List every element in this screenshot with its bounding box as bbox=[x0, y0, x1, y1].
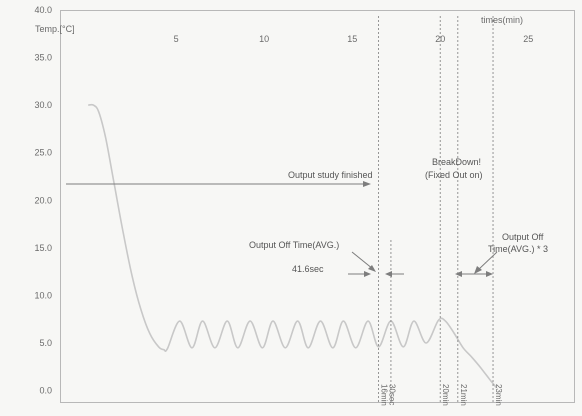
off-time-avg-arrow bbox=[351, 251, 374, 270]
x-tick-labels: 5 10 15 20 25 bbox=[174, 34, 534, 44]
x-tick-label: 20 bbox=[435, 34, 445, 44]
off-time-avg3-line-2: Time(AVG.) * 3 bbox=[488, 244, 548, 254]
off-time-avg-arrowhead bbox=[368, 265, 376, 272]
x-tick-label: 5 bbox=[174, 34, 179, 44]
x-tick-label: 10 bbox=[259, 34, 269, 44]
breakdown-label: BreakDown! (Fixed Out on) bbox=[425, 157, 484, 180]
y-tick-label: 35.0 bbox=[34, 53, 52, 63]
y-tick-label: 30.0 bbox=[34, 100, 52, 110]
off-time-avg3-label: Output Off Time(AVG.) * 3 bbox=[488, 232, 548, 254]
off-time-avg3-arrow bbox=[477, 251, 498, 271]
y-axis-label: Temp.[°C] bbox=[35, 24, 75, 34]
y-tick-label: 40.0 bbox=[34, 5, 52, 15]
study-finished-label: Output study finished bbox=[288, 170, 373, 180]
off-time-avg3-line-1: Output Off bbox=[502, 232, 544, 242]
reference-line-label: 23min bbox=[494, 384, 503, 406]
reference-lines: 16min 30sec 20min 21min 23min bbox=[378, 16, 503, 406]
off-time-right-arrowhead bbox=[385, 271, 392, 277]
reference-line-label: 21min bbox=[459, 384, 468, 406]
y-tick-label: 5.0 bbox=[39, 338, 52, 348]
y-tick-label: 10.0 bbox=[34, 290, 52, 300]
y-tick-labels: 0.0 5.0 10.0 15.0 20.0 25.0 30.0 35.0 40.0 bbox=[34, 5, 52, 396]
x-axis-label: times(min) bbox=[481, 15, 523, 25]
x-tick-label: 25 bbox=[523, 34, 533, 44]
off-time-left-arrowhead bbox=[364, 271, 371, 277]
off-time-avg3-left-arrowhead bbox=[455, 271, 462, 277]
off-time-value-label: 41.6sec bbox=[292, 264, 324, 274]
y-tick-label: 20.0 bbox=[34, 195, 52, 205]
x-tick-label: 15 bbox=[347, 34, 357, 44]
series-line bbox=[88, 103, 498, 389]
y-tick-label: 15.0 bbox=[34, 243, 52, 253]
breakdown-label-line-1: BreakDown! bbox=[432, 157, 481, 167]
y-tick-label: 25.0 bbox=[34, 148, 52, 158]
plot-frame bbox=[60, 10, 575, 403]
breakdown-label-line-2: (Fixed Out on) bbox=[425, 170, 483, 180]
off-time-avg3-right-arrowhead bbox=[486, 271, 493, 277]
reference-line-label: 20min bbox=[441, 384, 450, 406]
study-finished-arrowhead bbox=[363, 181, 371, 187]
y-tick-label: 0.0 bbox=[39, 386, 52, 396]
reference-line-label: 16min bbox=[380, 384, 389, 406]
off-time-avg3-arrowhead bbox=[474, 266, 482, 274]
reference-line-label: 30sec bbox=[388, 384, 397, 405]
off-time-avg-label: Output Off Time(AVG.) bbox=[249, 240, 339, 250]
